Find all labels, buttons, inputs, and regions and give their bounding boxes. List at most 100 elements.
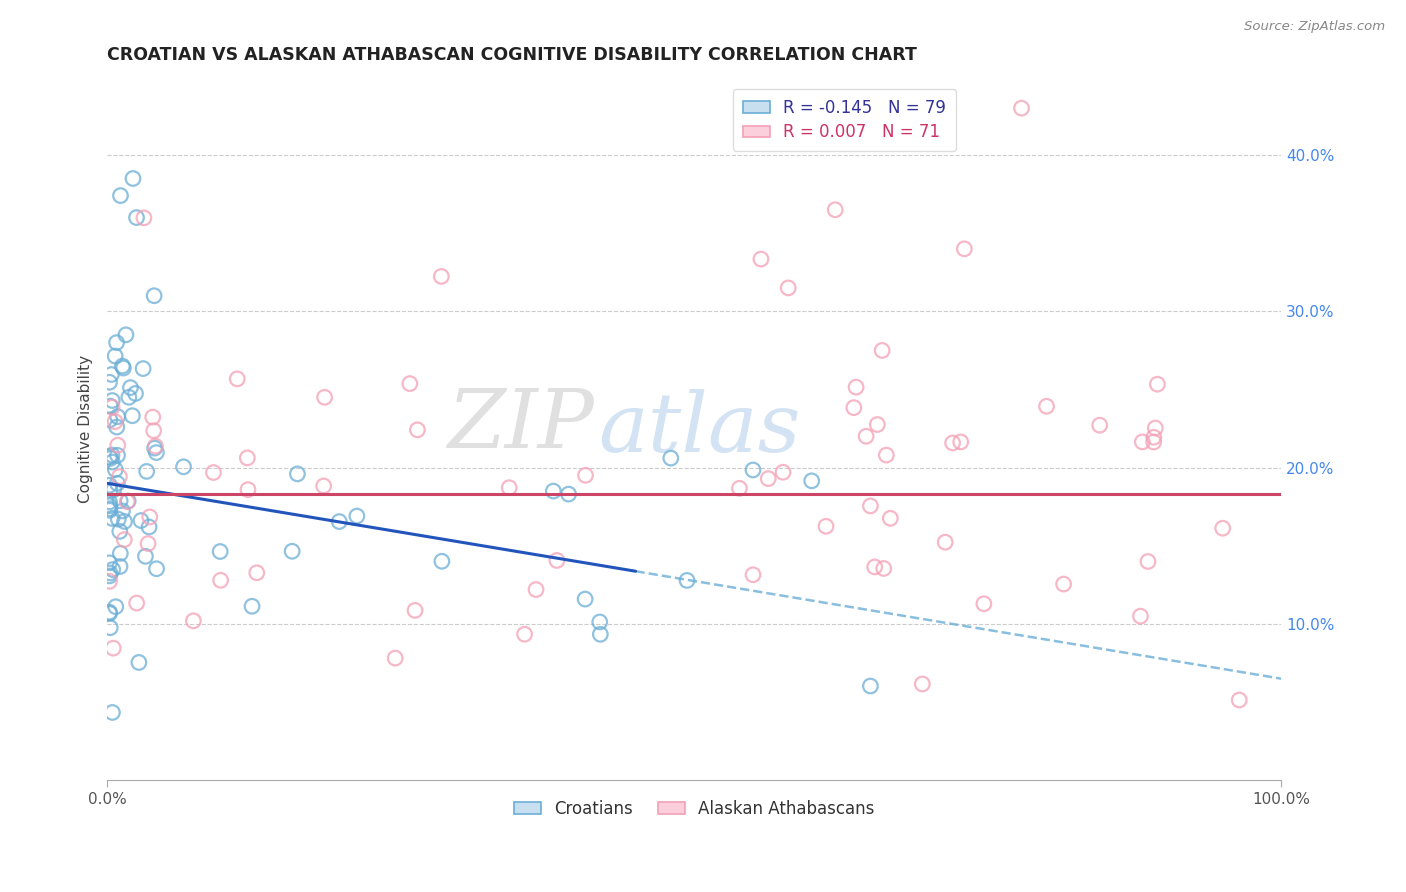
Point [98,399,121,413]
Point [942,436,965,450]
Point [139,510,162,524]
Point [98,569,121,583]
Point [117,494,139,508]
Point [122,171,145,186]
Point [108,559,131,574]
Point [314,390,336,404]
Point [101,455,124,469]
Point [498,481,520,495]
Point [346,509,368,524]
Point [101,706,124,720]
Point [136,536,159,550]
Text: atlas: atlas [598,389,800,468]
Point [145,445,167,459]
Point [108,493,131,508]
Point [1227,693,1250,707]
Point [183,614,205,628]
Point [125,211,148,225]
Legend: Croatians, Alaskan Athabascans: Croatians, Alaskan Athabascans [508,793,882,825]
Point [574,592,596,607]
Point [110,546,132,560]
Point [107,438,129,452]
Point [430,269,453,284]
Point [142,424,165,438]
Point [949,434,972,449]
Text: CROATIAN VS ALASKAN ATHABASCAN COGNITIVE DISABILITY CORRELATION CHART: CROATIAN VS ALASKAN ATHABASCAN COGNITIVE… [107,46,917,64]
Point [145,562,167,576]
Point [143,289,166,303]
Point [145,439,167,453]
Point [101,393,124,408]
Point [328,515,350,529]
Point [101,448,124,462]
Point [104,415,127,429]
Point [98,566,121,580]
Point [1136,554,1159,568]
Point [173,459,195,474]
Point [430,554,453,568]
Point [973,597,995,611]
Point [98,495,121,509]
Point [128,656,150,670]
Point [513,627,536,641]
Text: Source: ZipAtlas.com: Source: ZipAtlas.com [1244,20,1385,33]
Text: ZIP: ZIP [447,385,595,465]
Point [104,599,127,614]
Point [1035,399,1057,413]
Point [287,467,309,481]
Point [104,462,127,476]
Point [772,465,794,479]
Point [142,410,165,425]
Point [107,448,129,462]
Point [98,501,121,516]
Point [1212,521,1234,535]
Point [873,561,896,575]
Point [105,476,128,491]
Point [209,574,232,588]
Point [1052,577,1074,591]
Point [800,474,823,488]
Point [101,401,124,415]
Point [589,627,612,641]
Point [117,494,139,508]
Point [98,574,121,589]
Point [557,487,579,501]
Point [842,401,865,415]
Point [236,450,259,465]
Point [312,479,335,493]
Point [911,677,934,691]
Point [98,483,121,498]
Point [125,596,148,610]
Point [209,544,232,558]
Point [132,211,155,225]
Point [814,519,837,533]
Point [742,567,765,582]
Point [659,451,682,466]
Point [107,512,129,526]
Point [98,605,121,619]
Point [824,202,846,217]
Point [1143,430,1166,444]
Point [859,679,882,693]
Point [875,448,897,462]
Point [100,368,122,382]
Point [756,472,779,486]
Point [98,478,121,492]
Point [778,281,800,295]
Point [866,417,889,432]
Point [98,376,121,390]
Point [103,483,125,497]
Point [114,515,136,529]
Point [240,599,263,614]
Point [100,451,122,466]
Point [98,503,121,517]
Point [1146,377,1168,392]
Point [404,603,426,617]
Point [105,335,128,350]
Point [236,483,259,497]
Point [108,469,131,483]
Point [398,376,420,391]
Point [98,607,121,621]
Point [143,441,166,455]
Point [105,420,128,434]
